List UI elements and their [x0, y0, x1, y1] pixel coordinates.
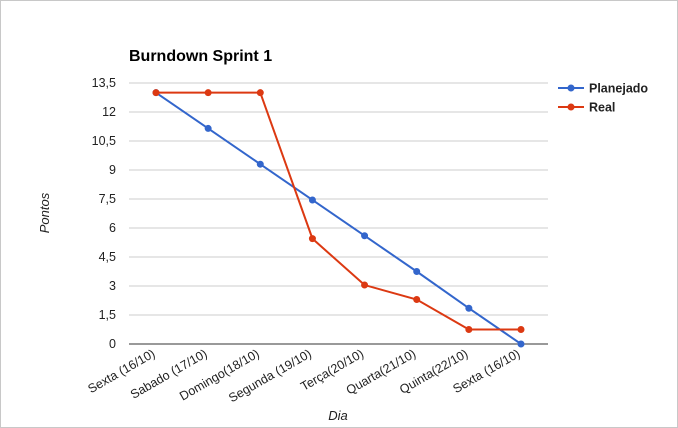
data-point — [256, 89, 264, 97]
y-tick-label: 7,5 — [99, 192, 116, 206]
gridlines — [129, 82, 548, 345]
legend: Planejado Real — [558, 82, 648, 115]
series-line — [155, 91, 522, 345]
series-planejado — [152, 89, 525, 348]
data-point — [361, 232, 369, 240]
data-point — [204, 89, 212, 97]
series-real — [152, 89, 525, 333]
x-axis-ticks: Sexta (16/10)Sabado (17/10)Domingo(18/10… — [86, 346, 523, 405]
data-point — [308, 196, 316, 204]
y-tick-label: 6 — [109, 221, 116, 235]
y-tick-label: 3 — [109, 279, 116, 293]
data-point — [361, 281, 369, 289]
y-axis-ticks: 0 1,5 3 4,5 6 7,5 9 10,5 12 13,5 — [92, 76, 116, 351]
data-point — [413, 268, 421, 275]
legend-swatch-dot — [567, 84, 575, 92]
chart-title: Burndown Sprint 1 — [129, 48, 272, 65]
data-point — [413, 296, 421, 304]
series-line — [156, 91, 521, 331]
legend-label: Real — [589, 101, 615, 115]
data-point — [308, 235, 316, 243]
data-point — [517, 326, 525, 333]
data-point — [256, 160, 264, 168]
x-axis-label: Dia — [328, 408, 348, 423]
y-tick-label: 9 — [109, 163, 116, 177]
y-tick-label: 4,5 — [99, 250, 116, 264]
y-tick-label: 10,5 — [92, 134, 116, 148]
y-tick-label: 12 — [102, 105, 116, 119]
data-point — [465, 304, 473, 312]
legend-swatch-dot — [567, 103, 575, 111]
y-tick-label: 13,5 — [92, 76, 116, 90]
data-point — [204, 124, 212, 132]
y-axis-label: Pontos — [37, 192, 52, 233]
data-point — [517, 340, 525, 348]
legend-label: Planejado — [589, 82, 648, 96]
y-tick-label: 0 — [109, 337, 116, 351]
series-layer — [152, 89, 525, 348]
legend-item-real: Real — [558, 101, 615, 115]
data-point — [152, 89, 160, 97]
data-point — [465, 326, 473, 333]
legend-item-planejado: Planejado — [558, 82, 648, 96]
y-tick-label: 1,5 — [99, 308, 116, 322]
